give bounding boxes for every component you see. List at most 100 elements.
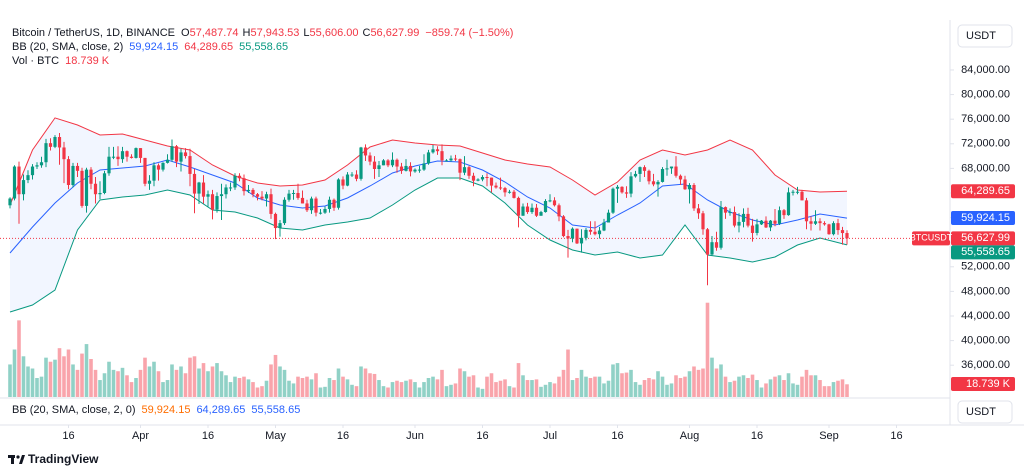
volume-bar [381, 386, 386, 397]
volume-bar [377, 380, 381, 397]
currency-label[interactable]: USDT [966, 406, 996, 418]
candle-body [98, 192, 102, 195]
volume-bar [350, 384, 354, 397]
candle-body [206, 194, 210, 197]
candle-body [251, 189, 255, 195]
candle-body [827, 224, 831, 235]
volume-bar [21, 356, 26, 397]
candle-body [521, 206, 525, 216]
candle-body [354, 174, 359, 179]
currency-button[interactable] [957, 24, 1013, 48]
volume-bar [804, 369, 809, 397]
candle-body [669, 166, 674, 169]
candle-body [372, 161, 377, 169]
ohlc-key: C [362, 27, 370, 39]
volume-bar [831, 382, 836, 397]
candle-body [377, 165, 381, 169]
candle-body [152, 165, 156, 181]
volume-bar [845, 384, 849, 397]
candle-body [165, 159, 170, 163]
volume-bar [327, 378, 332, 397]
candle-body [597, 230, 602, 235]
volume-bar [719, 364, 723, 397]
candle-body [737, 221, 741, 226]
ohlc-key: H [243, 27, 251, 39]
candle-body [620, 186, 624, 193]
candle-body [503, 188, 507, 193]
candle-body [120, 151, 125, 160]
volume-bar [26, 366, 30, 397]
volume-bar [462, 371, 467, 397]
currency-button[interactable] [957, 400, 1013, 424]
volume-bar [143, 357, 147, 397]
volume-bar [314, 373, 318, 397]
y-tick-label: 84,000.00 [961, 64, 1010, 76]
volume-bar [210, 366, 215, 397]
bb-upper-line [9, 117, 848, 206]
volume-bar [296, 376, 300, 397]
candle-body [399, 166, 404, 171]
candle-body [129, 156, 134, 158]
brand-name: TradingView [28, 452, 99, 466]
candle-body [449, 158, 453, 161]
volume-bar [593, 376, 597, 397]
logo-mark [16, 455, 20, 459]
volume-bar [773, 376, 777, 397]
candle-body [467, 167, 471, 176]
volume-bar [264, 380, 269, 397]
candle-body [305, 203, 309, 211]
candle-body [345, 174, 350, 186]
candle-body [435, 149, 440, 152]
candle-body [651, 181, 656, 185]
candle-body [539, 212, 543, 216]
volume-bar [723, 376, 728, 397]
volume-bar [602, 383, 606, 397]
volume-bar [12, 349, 17, 397]
candle-body [395, 159, 399, 167]
volume-bar [206, 371, 210, 397]
candle-body [143, 157, 147, 184]
volume-bar [332, 380, 336, 397]
volume-bar [8, 364, 12, 397]
candle-body [453, 158, 458, 160]
tags-layer: 64,289.65 59,924.15 56,627.99 BTCUSDT 55,558… [910, 184, 1015, 391]
symbol-title: Bitcoin / TetherUS, 1D, BINANCE [12, 27, 175, 39]
price-tag [951, 377, 1015, 391]
candle-body [786, 192, 791, 216]
x-tick-label: 16 [202, 430, 214, 442]
volume-bar [57, 348, 62, 397]
volume-bar [768, 379, 773, 397]
candle-body [624, 192, 629, 194]
candle-body [192, 173, 197, 194]
currency-label[interactable]: USDT [966, 30, 996, 42]
volume-bar [179, 366, 183, 397]
candle-body [755, 224, 759, 233]
volume-layer [8, 302, 849, 397]
volume-bar [129, 382, 134, 397]
candle-body [845, 233, 849, 239]
bb-lower-value: 55,558.65 [239, 41, 288, 53]
candle-body [773, 220, 777, 224]
volume-bar [278, 366, 282, 397]
candle-body [35, 165, 39, 167]
x-tick-label: 16 [751, 430, 763, 442]
volume-bar [435, 379, 440, 397]
volume-bar [431, 376, 435, 397]
y-tick-label: 40,000.00 [961, 335, 1010, 347]
brand-logo[interactable]: TradingView [8, 452, 99, 466]
candle-body [80, 170, 84, 206]
volume-bar [188, 357, 192, 397]
candle-body [836, 223, 840, 231]
volume-bar [552, 383, 557, 397]
volume-bar [485, 376, 489, 397]
volume-bar [764, 383, 768, 397]
candle-body [705, 229, 710, 255]
volume-bar [39, 376, 44, 397]
candle-body [296, 192, 300, 198]
candle-body [44, 143, 48, 163]
candle-body [471, 175, 476, 181]
volume-bar [71, 364, 75, 397]
candle-body [215, 196, 219, 210]
candle-body [188, 156, 192, 174]
